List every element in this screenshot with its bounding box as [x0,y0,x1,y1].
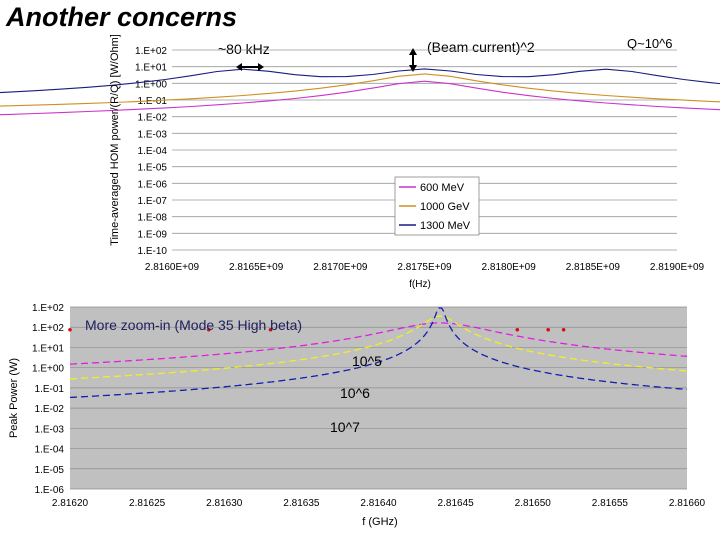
q5-label: 10^5 [352,353,382,369]
bottom-x-ticks: 2.81620 2.81625 2.81630 2.81635 2.81640 2.816… [52,498,706,509]
top-x-tick: 2.8180E+09 [482,262,537,273]
bottom-y-tick: 1.E-06 [35,485,65,496]
red-marker [546,327,550,332]
bottom-markers [68,327,566,332]
top-y-tick: 1.E-09 [138,229,168,240]
top-y-tick: 1.E+01 [135,63,167,74]
top-y-tick: 1.E-07 [138,196,168,207]
bottom-series-line [69,315,688,380]
vertical-arrow [409,48,417,72]
bottom-y-tick: 1.E+02 [32,303,64,314]
bottom-y-tick: 1.E-04 [35,445,65,456]
bottom-x-tick: 2.81650 [515,498,552,509]
red-marker [207,327,211,332]
top-y-tick: 1.E-05 [138,163,168,174]
top-y-tick: 1.E+00 [135,79,167,90]
q7-label: 10^7 [330,419,360,435]
bottom-series-line [69,322,688,365]
bottom-plot-area [70,307,687,489]
bottom-y-tick: 1.E-03 [35,424,65,435]
spacing-note: ~80 kHz [218,41,270,57]
top-x-tick: 2.8190E+09 [650,262,705,273]
zoom-note: More zoom-in (Mode 35 High beta) [85,317,302,333]
bottom-y-tick: 1.E-05 [35,465,65,476]
top-x-tick: 2.8175E+09 [397,262,452,273]
bottom-series-line [70,307,688,399]
top-y-tick: 1.E-03 [138,129,168,140]
q6-label: 10^6 [340,385,370,401]
top-y-tick: 1.E-10 [138,246,168,257]
top-y-tick: 1.E-01 [138,96,168,107]
bottom-x-tick: 2.81645 [438,498,475,509]
top-x-ticks: 2.8160E+09 2.8165E+09 2.8170E+09 2.8175E+09… [145,262,705,273]
spacing-arrow [236,63,264,71]
top-curves [0,68,720,116]
top-y-tick: 1.E-02 [138,113,168,124]
top-series-line [0,73,720,107]
bottom-x-tick: 2.81620 [52,498,89,509]
bottom-y-ticks: 1.E+02 1.E+02 1.E+01 1.E+00 1.E-01 1.E-02 1.E-… [32,303,64,496]
bottom-x-tick: 2.81660 [669,498,706,509]
top-y-tick: 1.E-06 [138,179,168,190]
bottom-grid [70,306,687,490]
legend-600: 600 MeV [420,182,465,194]
top-x-label: f(Hz) [409,279,431,290]
top-y-tick: 1.E-08 [138,213,168,224]
top-y-ticks: 1.E+02 1.E+01 1.E+00 1.E-01 1.E-02 1.E-03 1.E-… [135,46,167,257]
bottom-y-tick: 1.E+01 [32,343,64,354]
top-y-tick: 1.E+02 [135,46,167,57]
top-y-label: Time-averaged HOM power/(R/Q) [W/Ohm] [109,34,121,246]
top-x-tick: 2.8185E+09 [566,262,621,273]
bottom-x-tick: 2.81630 [206,498,243,509]
top-x-tick: 2.8160E+09 [145,262,200,273]
bottom-y-tick: 1.E+02 [32,323,64,334]
top-x-tick: 2.8170E+09 [313,262,368,273]
bottom-x-tick: 2.81640 [360,498,397,509]
bottom-x-tick: 2.81635 [283,498,320,509]
bottom-x-label: f (GHz) [362,516,397,528]
bottom-x-tick: 2.81625 [129,498,166,509]
top-series-line [0,80,720,116]
legend-1000: 1000 GeV [420,201,470,213]
slide-title: Another concerns [6,2,238,32]
top-legend: 600 MeV 1000 GeV 1300 MeV [394,176,480,236]
red-marker [268,327,273,332]
legend-1300: 1300 MeV [420,220,471,232]
red-marker [68,327,72,332]
bottom-x-tick: 2.81655 [592,498,629,509]
bottom-y-tick: 1.E-01 [35,384,65,395]
beam-note: (Beam current)^2 [427,39,535,55]
red-marker [515,327,520,332]
bottom-y-label: Peak Power (W) [8,358,20,438]
q-note: Q~10^6 [627,36,673,51]
bottom-curves [69,307,688,399]
top-y-tick: 1.E-04 [138,146,168,157]
red-marker [561,327,566,332]
bottom-y-tick: 1.E-02 [35,404,65,415]
bottom-y-tick: 1.E+00 [32,364,64,375]
top-x-tick: 2.8165E+09 [229,262,284,273]
top-series-line [0,68,720,94]
